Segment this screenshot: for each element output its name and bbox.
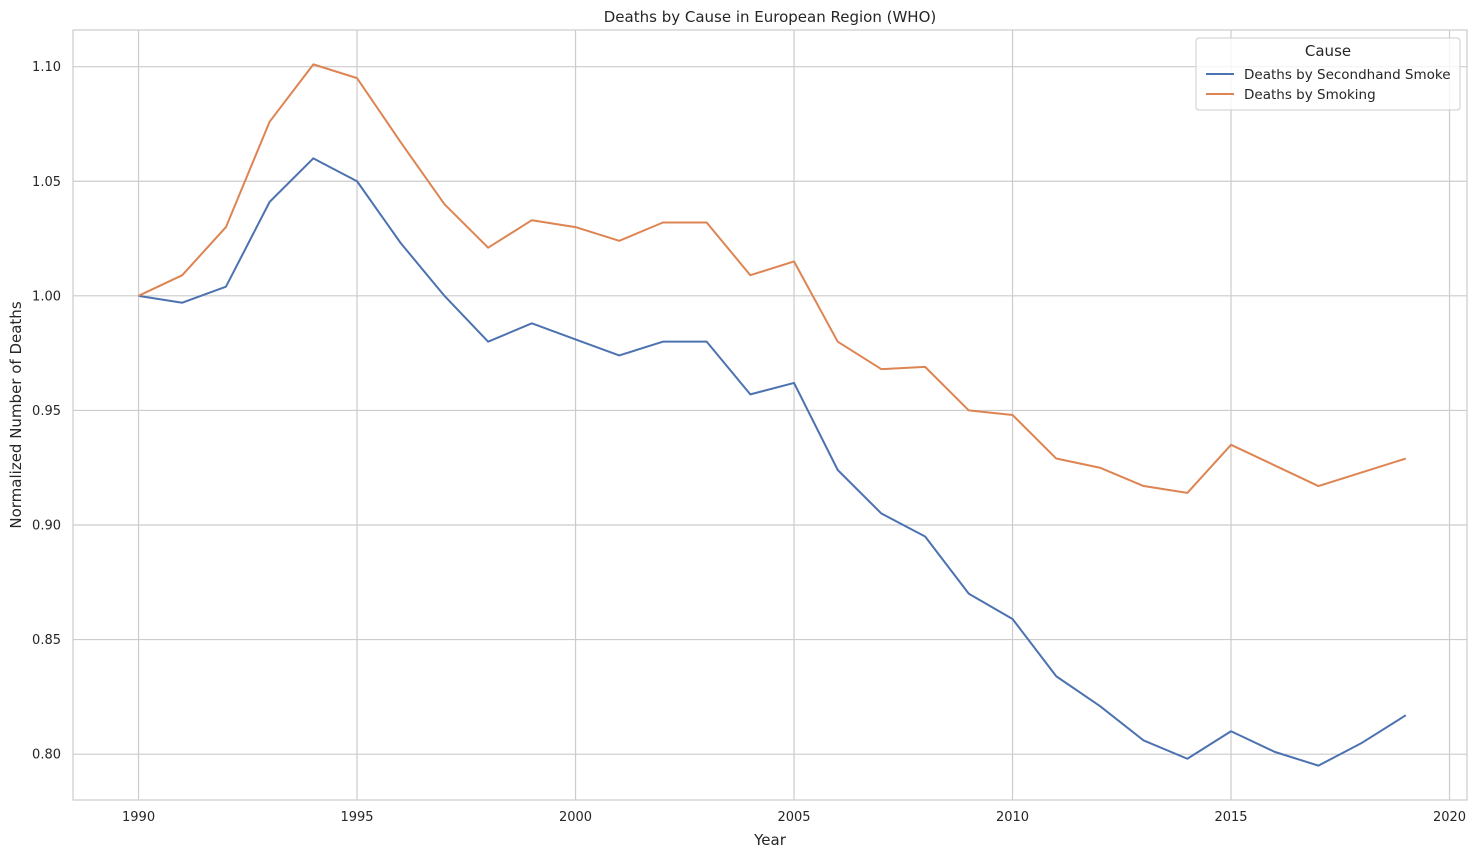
x-tick-label: 2015 [1214,810,1247,825]
chart-title: Deaths by Cause in European Region (WHO) [604,8,937,26]
y-tick-label: 1.05 [32,175,61,190]
series-line-1 [138,157,1407,767]
series-lines [138,63,1407,767]
y-tick-label: 0.80 [32,748,61,763]
legend-entries: Deaths by Secondhand Smoke Deaths by Smok… [1206,67,1451,103]
legend-label: Deaths by Smoking [1244,87,1376,103]
grid-lines [73,30,1467,800]
legend-box [1195,37,1461,111]
x-axis-label: Year [753,831,787,849]
x-tick-label: 1990 [122,810,155,825]
y-tick-labels: 0.80 0.85 0.90 0.95 1.00 1.05 1.10 [32,60,61,763]
y-tick-label: 0.90 [32,519,61,534]
y-tick-label: 1.10 [32,60,61,75]
y-tick-label: 0.85 [32,633,61,648]
x-tick-labels: 1990 1995 2000 2005 2010 2015 2020 [122,810,1466,825]
legend-title: Cause [1305,42,1351,60]
x-tick-label: 2010 [996,810,1029,825]
x-tick-label: 2000 [559,810,592,825]
x-tick-label: 2020 [1433,810,1466,825]
legend-label: Deaths by Secondhand Smoke [1244,67,1451,83]
series-line-2 [138,63,1407,494]
x-tick-label: 2005 [777,810,810,825]
y-tick-label: 1.00 [32,289,61,304]
x-tick-label: 1995 [340,810,373,825]
y-tick-label: 0.95 [32,404,61,419]
plot-frame [72,29,1468,801]
y-axis-label: Normalized Number of Deaths [7,301,25,528]
